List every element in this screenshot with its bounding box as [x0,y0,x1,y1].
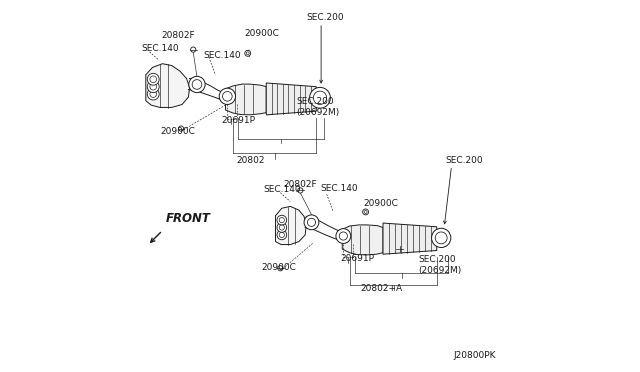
Circle shape [147,88,159,100]
Circle shape [179,126,184,131]
Text: 20691P: 20691P [221,116,255,125]
Circle shape [189,76,205,93]
Text: 20691P: 20691P [340,254,374,263]
Text: SEC.140: SEC.140 [264,185,301,194]
Circle shape [147,73,159,85]
Text: 20900C: 20900C [161,126,195,136]
Circle shape [336,229,351,243]
Circle shape [278,266,283,271]
Circle shape [363,209,369,215]
Circle shape [277,223,287,232]
Text: 20802+A: 20802+A [361,284,403,293]
Circle shape [310,87,330,108]
Text: 20802F: 20802F [162,31,195,39]
Text: SEC.140: SEC.140 [320,184,358,193]
Circle shape [298,188,303,193]
Circle shape [219,88,236,105]
Text: SEC.140: SEC.140 [204,51,241,60]
Text: 20802: 20802 [237,155,266,164]
Text: SEC.200
(20692M): SEC.200 (20692M) [296,97,339,118]
Text: SEC.200
(20692M): SEC.200 (20692M) [418,255,461,275]
Circle shape [277,215,287,225]
Circle shape [431,228,451,247]
Text: SEC.200: SEC.200 [445,155,483,164]
Polygon shape [383,223,436,254]
Text: 20900C: 20900C [262,263,297,272]
Circle shape [304,215,319,230]
Text: SEC.140: SEC.140 [141,44,179,53]
Text: 20802F: 20802F [284,180,317,189]
Circle shape [277,230,287,240]
Polygon shape [266,83,316,115]
Circle shape [244,50,251,56]
Text: SEC.200: SEC.200 [306,13,344,22]
Text: 20900C: 20900C [244,29,279,38]
Text: FRONT: FRONT [166,212,211,225]
Circle shape [191,47,196,52]
Polygon shape [146,64,189,108]
Polygon shape [276,206,307,244]
Text: J20800PK: J20800PK [454,351,496,360]
Circle shape [147,81,159,93]
Polygon shape [225,84,266,115]
Polygon shape [342,225,383,255]
Text: 20900C: 20900C [364,199,398,208]
